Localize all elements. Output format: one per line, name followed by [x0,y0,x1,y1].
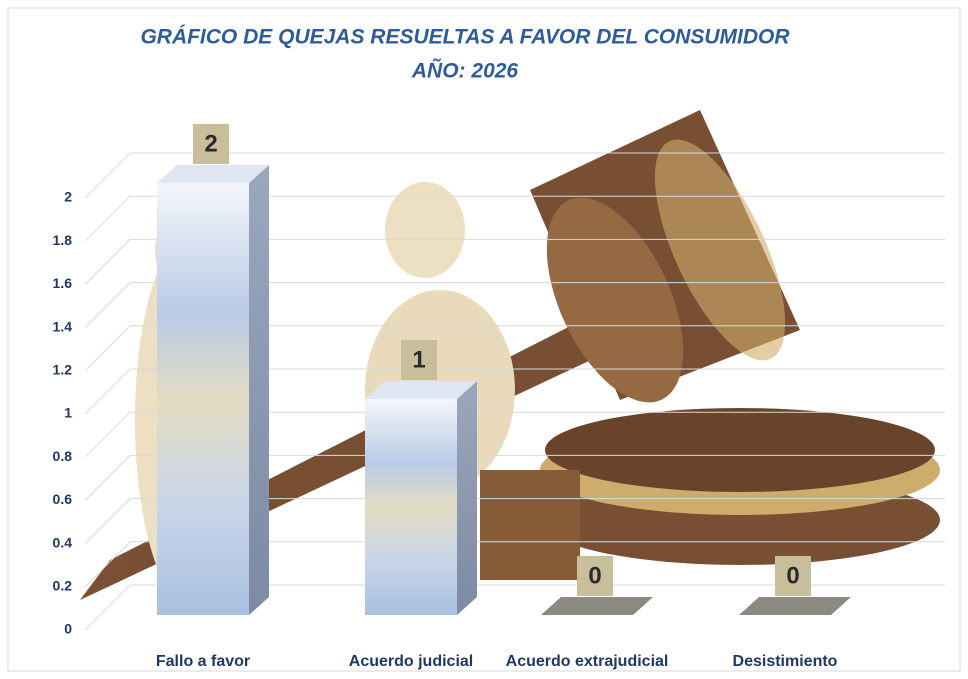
y-tick-label: 0.6 [53,491,73,507]
x-tick-label: Acuerdo judicial [349,653,473,670]
y-tick-label: 1.6 [53,275,73,291]
y-tick-label: 0.2 [53,578,73,594]
y-tick-label: 2 [64,189,72,205]
value-label: 0 [588,562,601,589]
y-tick-label: 1.8 [53,232,73,248]
x-tick-label: Desistimiento [733,653,838,670]
chart-subtitle: AÑO: 2026 [411,60,519,83]
y-tick-label: 1.2 [53,362,73,378]
y-tick-label: 0.8 [53,448,73,464]
value-label: 2 [204,130,217,157]
value-label: 1 [412,346,425,373]
bar-side [457,381,477,615]
value-label: 0 [786,562,799,589]
chart: GRÁFICO DE QUEJAS RESUELTAS A FAVOR DEL … [0,0,968,679]
y-tick-label: 0 [64,621,72,637]
x-tick-label: Fallo a favor [156,653,250,670]
bar [157,183,249,615]
x-tick-label: Acuerdo extrajudicial [506,653,669,670]
y-tick-label: 1.4 [53,318,73,334]
bar [365,399,457,615]
bar-side [249,165,269,615]
y-tick-label: 1 [64,405,72,421]
y-tick-label: 0.4 [53,534,73,550]
chart-title: GRÁFICO DE QUEJAS RESUELTAS A FAVOR DEL … [140,26,790,49]
